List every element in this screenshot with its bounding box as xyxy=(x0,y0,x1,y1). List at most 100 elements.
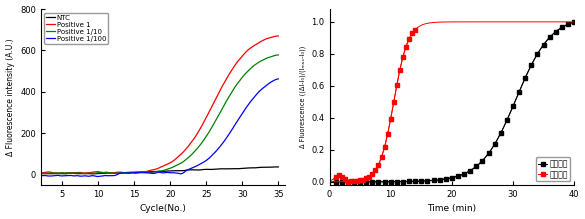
상용장비 xyxy=(442,178,449,180)
개발제품 xyxy=(338,175,345,178)
상용장비 xyxy=(338,180,345,183)
Line: Positive 1/100: Positive 1/100 xyxy=(41,79,278,177)
상용장비 xyxy=(491,143,498,145)
Positive 1/100 xyxy=(264,83,271,86)
Positive 1/10 xyxy=(47,172,54,175)
Positive 1 xyxy=(47,171,54,173)
상용장비 xyxy=(455,175,462,177)
Positive 1/100 xyxy=(81,175,88,177)
개발제품 xyxy=(378,156,385,158)
Positive 1/10 xyxy=(264,57,271,59)
Positive 1/10 xyxy=(102,171,109,174)
Positive 1/10 xyxy=(256,61,263,63)
상용장비 xyxy=(552,30,559,33)
개발제품 xyxy=(347,180,355,183)
개발제품 xyxy=(390,101,397,103)
상용장비 xyxy=(528,64,535,66)
Line: 상용장비: 상용장비 xyxy=(333,20,576,184)
Y-axis label: Δ Fluorescence ((ΔI-I₀)/(Iₘₐₓ-I₀)): Δ Fluorescence ((ΔI-I₀)/(Iₘₐₓ-I₀)) xyxy=(300,46,306,148)
상용장비 xyxy=(460,173,467,175)
Positive 1/100 xyxy=(256,90,263,93)
개발제품 xyxy=(360,178,367,181)
Positive 1 xyxy=(101,171,108,174)
Positive 1/10 xyxy=(51,172,58,174)
상용장비 xyxy=(400,180,407,183)
상용장비 xyxy=(412,180,419,183)
Positive 1 xyxy=(37,171,44,174)
개발제품 xyxy=(400,55,407,58)
상용장비 xyxy=(467,169,474,172)
상용장비 xyxy=(473,165,480,168)
Line: Positive 1: Positive 1 xyxy=(41,36,278,173)
NTC xyxy=(102,172,109,175)
Positive 1/100 xyxy=(275,78,282,80)
X-axis label: Cycle(No.): Cycle(No.) xyxy=(140,205,187,214)
상용장비 xyxy=(363,180,370,183)
상용장비 xyxy=(540,43,547,46)
Line: 개발제품: 개발제품 xyxy=(333,28,417,184)
Positive 1 xyxy=(275,35,282,37)
Positive 1 xyxy=(264,37,271,40)
상용장비 xyxy=(369,180,376,183)
개발제품 xyxy=(357,179,364,182)
상용장비 xyxy=(497,132,504,134)
개발제품 xyxy=(341,178,348,181)
상용장비 xyxy=(515,90,522,93)
개발제품 xyxy=(350,180,357,182)
상용장비 xyxy=(504,119,511,122)
개발제품 xyxy=(375,163,382,166)
Line: Positive 1/10: Positive 1/10 xyxy=(41,55,278,173)
Positive 1/100 xyxy=(102,174,109,177)
개발제품 xyxy=(366,175,373,178)
NTC xyxy=(275,166,282,168)
개발제품 xyxy=(381,146,388,148)
개발제품 xyxy=(402,45,409,48)
상용장비 xyxy=(350,180,357,183)
상용장비 xyxy=(357,180,364,183)
개발제품 xyxy=(393,84,400,87)
상용장비 xyxy=(381,180,388,183)
NTC xyxy=(264,166,271,169)
개발제품 xyxy=(345,180,352,183)
상용장비 xyxy=(375,180,382,183)
X-axis label: Time (min): Time (min) xyxy=(427,205,476,214)
NTC xyxy=(47,172,54,175)
개발제품 xyxy=(332,175,339,178)
개발제품 xyxy=(387,117,394,120)
Positive 1/10 xyxy=(37,172,44,175)
상용장비 xyxy=(559,26,566,29)
상용장비 xyxy=(571,21,578,23)
NTC xyxy=(273,166,280,168)
상용장비 xyxy=(485,152,492,155)
NTC xyxy=(82,172,90,175)
Legend: 상용장비, 개발제품: 상용장비, 개발제품 xyxy=(536,157,570,181)
Positive 1 xyxy=(81,171,88,174)
상용장비 xyxy=(546,36,553,39)
Positive 1/10 xyxy=(275,54,282,56)
상용장비 xyxy=(534,52,541,55)
Line: NTC: NTC xyxy=(41,167,278,174)
상용장비 xyxy=(565,23,572,25)
Positive 1/100 xyxy=(51,174,58,177)
Positive 1 xyxy=(256,41,263,44)
Positive 1/10 xyxy=(81,172,88,175)
개발제품 xyxy=(405,38,412,40)
개발제품 xyxy=(363,177,370,180)
개발제품 xyxy=(372,169,379,171)
Legend: NTC, Positive 1, Positive 1/10, Positive 1/100: NTC, Positive 1, Positive 1/10, Positive… xyxy=(44,12,108,44)
상용장비 xyxy=(418,180,425,182)
상용장비 xyxy=(405,180,412,183)
Y-axis label: Δ Fluorescence intensity (A.U.): Δ Fluorescence intensity (A.U.) xyxy=(5,38,15,156)
개발제품 xyxy=(412,28,419,31)
Positive 1/100 xyxy=(47,175,54,177)
Positive 1/10 xyxy=(82,172,90,175)
Positive 1 xyxy=(51,172,58,174)
상용장비 xyxy=(479,159,486,162)
상용장비 xyxy=(393,180,400,183)
상용장비 xyxy=(510,105,517,108)
개발제품 xyxy=(369,173,376,175)
개발제품 xyxy=(384,133,391,135)
Positive 1 xyxy=(108,172,115,175)
NTC xyxy=(256,166,263,169)
개발제품 xyxy=(397,69,404,71)
